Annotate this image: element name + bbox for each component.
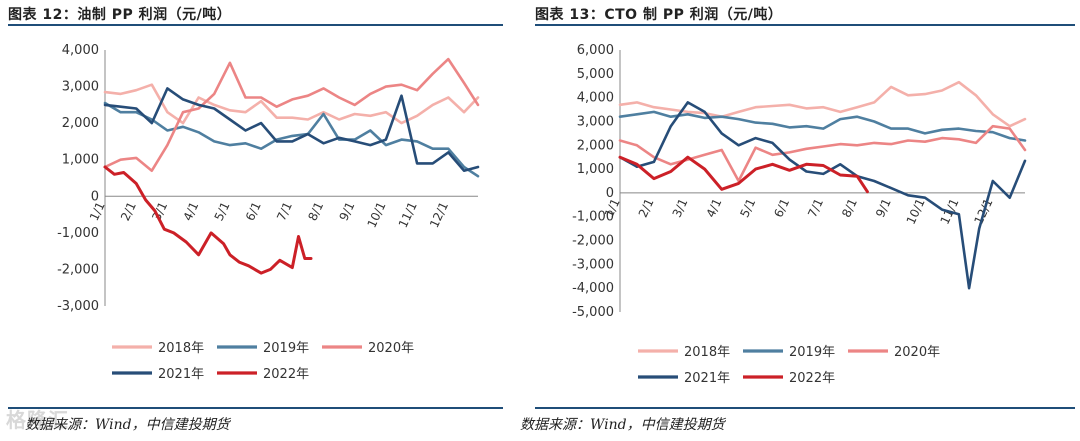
right-chart-title: 图表 13：CTO 制 PP 利润（元/吨） (535, 7, 783, 23)
right-legend-label: 2022年 (789, 371, 835, 386)
right-xtick-label: 10/1 (904, 196, 928, 226)
left-legend-label: 2018年 (158, 341, 204, 356)
right-xtick-label: 6/1 (771, 196, 792, 219)
left-ytick-label: -3,000 (57, 299, 99, 314)
left-legend-label: 2022年 (263, 367, 309, 382)
right-panel: 图表 13：CTO 制 PP 利润（元/吨） -5,000 -4,000 -3,00… (520, 0, 1080, 441)
left-legend-label: 2020年 (368, 341, 414, 356)
left-series-2022年 (103, 165, 313, 275)
right-xtick-label: 7/1 (805, 196, 826, 219)
left-series-2019年 (103, 101, 480, 178)
left-xtick-label: 8/1 (305, 200, 326, 223)
left-ytick-label: -1,000 (57, 226, 99, 241)
right-ytick-label: 5,000 (577, 67, 614, 82)
right-legend-label: 2020年 (894, 345, 940, 360)
left-chart: -3,000 -2,000 -1,000 0 1,000 2,000 3,000 4,000 1… (57, 43, 480, 382)
left-xtick-label: 7/1 (274, 200, 295, 223)
right-xtick-label: 8/1 (839, 196, 860, 219)
right-ytick-label: 3,000 (577, 114, 614, 129)
left-source: 数据来源：Wind，中信建投期货 (25, 417, 230, 433)
left-series-2020年 (103, 57, 480, 172)
left-ytick-label: 0 (91, 189, 99, 204)
left-panel: 图表 12：油制 PP 利润（元/吨） -3,000 -2,000 -1,000 0 1… (0, 0, 535, 441)
left-xtick-label: 12/1 (427, 200, 451, 230)
right-xtick-label: 3/1 (670, 196, 691, 219)
left-xtick-label: 2/1 (118, 200, 139, 223)
right-xtick-label: 4/1 (704, 196, 725, 219)
left-legend-label: 2019年 (263, 341, 309, 356)
right-xtick-label: 2/1 (636, 196, 657, 219)
right-series-2022年 (618, 155, 869, 194)
right-ytick-label: -1,000 (572, 210, 614, 225)
right-bottom-rule (535, 407, 1075, 409)
left-xtick-label: 10/1 (365, 200, 389, 230)
left-series-2018年 (103, 83, 480, 125)
right-series-2018年 (618, 80, 1027, 128)
right-ytick-label: 0 (606, 186, 614, 201)
left-ytick-label: -2,000 (57, 262, 99, 277)
left-legend-label: 2021年 (158, 367, 204, 382)
right-ytick-label: 1,000 (577, 162, 614, 177)
left-xtick-label: 4/1 (181, 200, 202, 223)
left-xtick-label: 6/1 (243, 200, 264, 223)
right-ytick-label: -5,000 (572, 305, 614, 320)
left-ytick-label: 3,000 (62, 80, 99, 95)
right-legend-label: 2019年 (789, 345, 835, 360)
right-ytick-label: 2,000 (577, 138, 614, 153)
right-xtick-label: 5/1 (737, 196, 758, 219)
left-xtick-label: 11/1 (396, 200, 420, 230)
left-bottom-rule (8, 407, 503, 409)
right-source: 数据来源：Wind，中信建投期货 (520, 417, 725, 433)
left-chart-title: 图表 12：油制 PP 利润（元/吨） (8, 7, 232, 23)
right-chart: -5,000 -4,000 -3,000 -2,000 -1,000 0 1,000 2,00… (572, 43, 1027, 386)
right-ytick-label: 6,000 (577, 43, 614, 58)
right-series-2019年 (618, 110, 1027, 142)
watermark: 格隆汇 (6, 408, 69, 432)
right-ytick-label: 4,000 (577, 91, 614, 106)
left-ytick-label: 2,000 (62, 116, 99, 131)
right-series-2020年 (618, 124, 1027, 183)
right-ytick-label: -2,000 (572, 234, 614, 249)
left-series-2021年 (103, 87, 480, 172)
right-ytick-label: -4,000 (572, 281, 614, 296)
left-xtick-label: 9/1 (337, 200, 358, 223)
left-ytick-label: 4,000 (62, 43, 99, 58)
left-ytick-label: 1,000 (62, 153, 99, 168)
right-ytick-label: -3,000 (572, 257, 614, 272)
right-legend-label: 2021年 (684, 371, 730, 386)
right-xtick-label: 9/1 (873, 196, 894, 219)
right-legend-label: 2018年 (684, 345, 730, 360)
right-top-rule (535, 24, 1075, 26)
left-top-rule (8, 24, 503, 26)
left-xtick-label: 5/1 (212, 200, 233, 223)
